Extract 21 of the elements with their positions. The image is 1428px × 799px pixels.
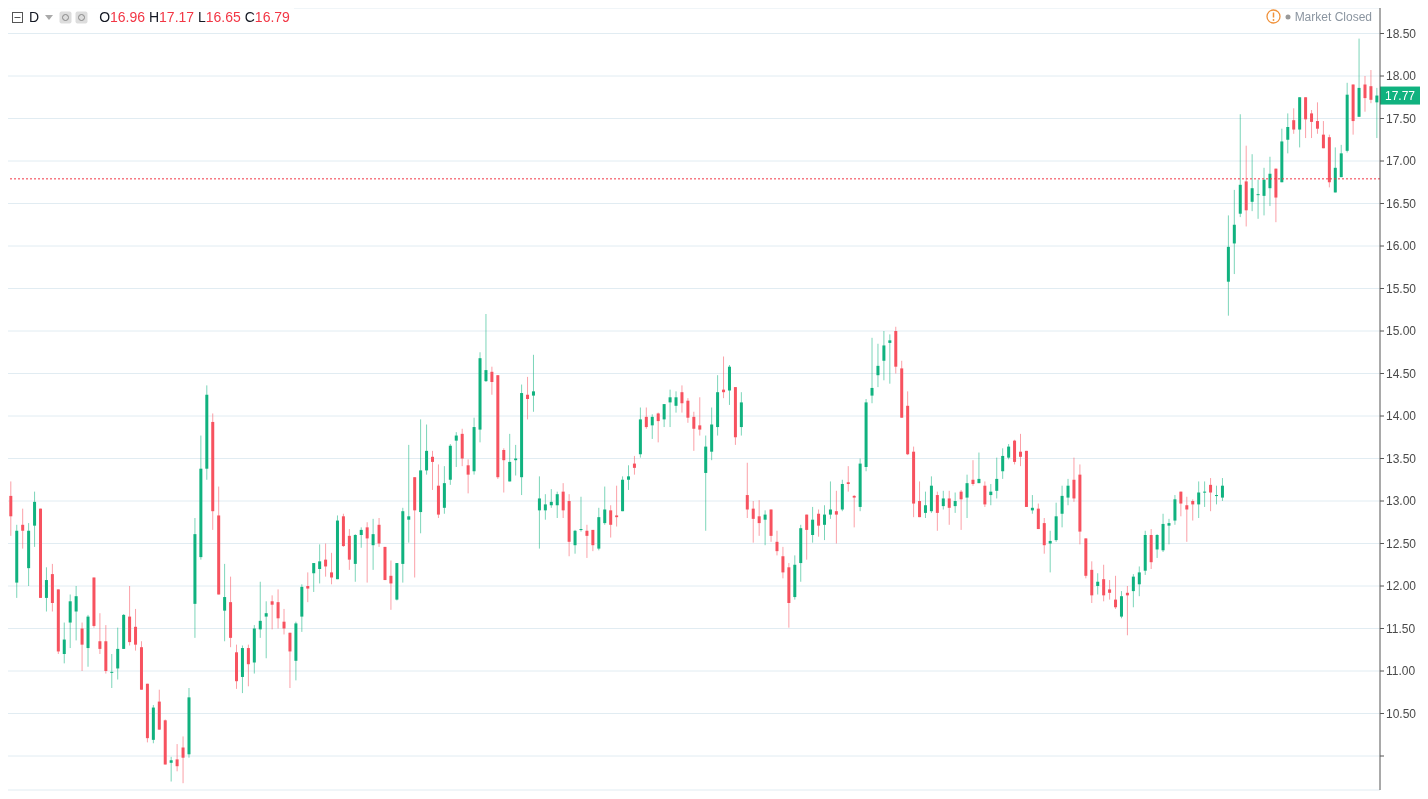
y-tick-label: 16.00: [1386, 239, 1417, 254]
y-tick-label: 15.50: [1386, 281, 1417, 296]
y-tick-label: 16.50: [1386, 196, 1417, 211]
y-tick-label: 12.00: [1386, 579, 1417, 594]
y-tick-label: 17.00: [1386, 154, 1417, 169]
annotation: 17.77: [1384, 88, 1416, 103]
y-tick-label: 11.50: [1386, 621, 1416, 636]
y-tick-label: 12.50: [1386, 536, 1417, 551]
y-tick-label: 13.50: [1386, 451, 1417, 466]
y-tick-label: 11.00: [1386, 664, 1416, 679]
y-tick-label: 14.50: [1386, 366, 1417, 381]
y-tick-label: 18.50: [1386, 26, 1417, 41]
y-tick-label: 15.00: [1386, 324, 1417, 339]
y-tick-label: 17.50: [1386, 111, 1417, 126]
annotation: Market Closed: [1294, 9, 1372, 24]
y-tick-label: 18.00: [1386, 69, 1417, 84]
y-tick-label: 13.00: [1386, 494, 1417, 509]
annotation: O16.96 H17.17 L16.65 C16.79: [99, 9, 290, 25]
y-tick-label: 14.00: [1386, 409, 1417, 424]
y-tick-label: 10.50: [1386, 706, 1417, 721]
chart-title: D: [29, 9, 40, 25]
